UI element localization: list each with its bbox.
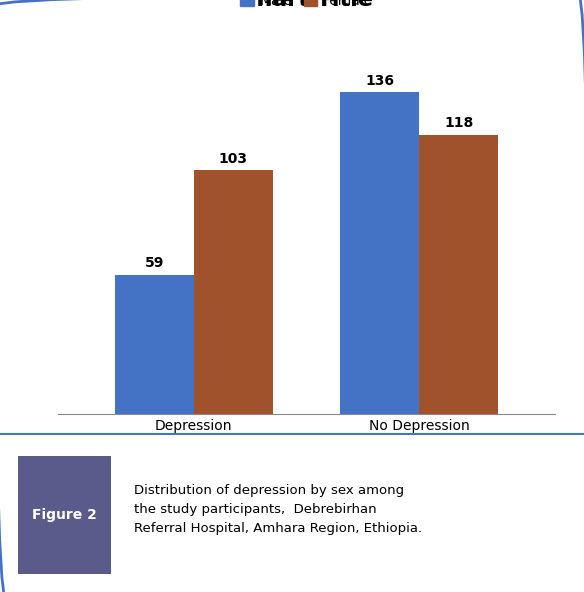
Bar — [115, 275, 194, 414]
Text: Distribution of depression by sex among
the study participants,  Debrebirhan
Ref: Distribution of depression by sex among … — [134, 484, 422, 535]
Text: 118: 118 — [444, 116, 474, 130]
Legend: Male, Female: Male, Female — [234, 0, 379, 14]
Bar — [419, 135, 498, 414]
Text: 103: 103 — [219, 152, 248, 166]
Bar — [194, 170, 273, 414]
Text: 59: 59 — [145, 256, 164, 270]
Title: Chart Title: Chart Title — [240, 0, 373, 9]
Text: 136: 136 — [366, 73, 394, 88]
Text: Figure 2: Figure 2 — [32, 508, 97, 522]
Bar — [340, 92, 419, 414]
